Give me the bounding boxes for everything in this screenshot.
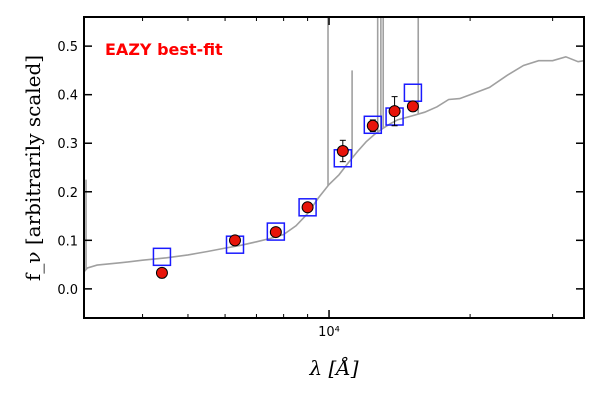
observed-flux-point [406, 100, 419, 113]
axis-ticks: 0.0 0.1 0.2 0.3 0.4 0.5 10⁴ [57, 17, 584, 340]
model-sed-layer [83, 17, 585, 273]
y-tick-label: 0.0 [57, 283, 78, 298]
y-tick-label: 0.4 [57, 89, 78, 104]
model-flux-marker [298, 198, 317, 217]
observed-flux-point [388, 105, 401, 118]
annotation-label: EAZY best-fit [105, 40, 223, 59]
observed-flux-point [229, 234, 242, 247]
y-tick-label: 0.2 [57, 186, 78, 201]
model-flux-marker [152, 247, 172, 267]
plot-frame [83, 16, 585, 319]
y-tick-label: 0.5 [57, 40, 78, 55]
observed-flux-point [155, 266, 168, 279]
observed-flux-point [336, 144, 349, 157]
model-flux-marker [363, 115, 383, 135]
y-axis-label: f_ν [arbitrarily scaled] [21, 55, 45, 281]
observed-flux-point [366, 119, 379, 132]
observed-flux-point [301, 201, 314, 214]
observed-flux-layer [155, 96, 419, 279]
y-tick-label: 0.3 [57, 137, 78, 152]
x-axis-label: λ [Å] [308, 355, 358, 380]
observed-flux-point [269, 226, 282, 239]
model-flux-marker [266, 222, 286, 241]
x-tick-label: 10⁴ [318, 325, 340, 340]
model-sed-line [83, 55, 585, 273]
y-tick-label: 0.1 [57, 234, 78, 249]
